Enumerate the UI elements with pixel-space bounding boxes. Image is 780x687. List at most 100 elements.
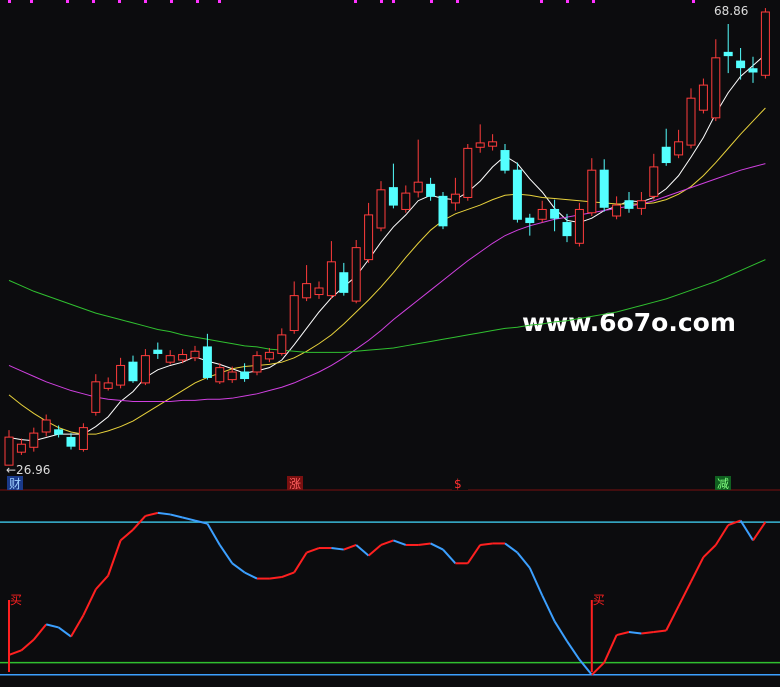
indicator-segment: [727, 519, 741, 527]
watermark: www.6o7o.com: [522, 308, 736, 337]
indicator-segment: [616, 631, 630, 637]
candle-body: [475, 142, 485, 148]
candle-body: [723, 51, 733, 57]
candle-body: [364, 214, 374, 261]
indicator-segment: [206, 523, 221, 546]
candle-body: [748, 68, 758, 73]
marker-box: [287, 476, 303, 490]
candle-body: [500, 150, 510, 171]
marker-label: $: [454, 477, 462, 491]
candle-body: [401, 192, 411, 210]
indicator-segment: [367, 544, 382, 557]
candle-body: [78, 427, 88, 450]
candle-body: [264, 351, 274, 360]
candle-body: [16, 443, 26, 453]
indicator-segment: [528, 567, 544, 596]
candle-body: [698, 84, 708, 111]
indicator-segment: [628, 631, 642, 635]
indicator-segment: [107, 540, 122, 576]
candle-body: [202, 346, 212, 378]
candle-body: [587, 169, 597, 214]
candle-body: [66, 436, 76, 447]
candle-body: [314, 287, 324, 296]
indicator-segment: [343, 544, 357, 551]
indicator-segment: [119, 528, 134, 542]
candle-body: [413, 181, 423, 193]
indicator-segment: [355, 544, 370, 557]
candle-body: [103, 382, 113, 389]
candle-body: [488, 141, 498, 147]
candle-body: [450, 193, 460, 204]
candle-body: [178, 354, 188, 361]
indicator-segment: [58, 626, 72, 638]
indicator-segment: [194, 519, 208, 525]
signal-label: 买: [10, 593, 22, 607]
indicator-segment: [665, 605, 680, 631]
indicator-segment: [82, 588, 97, 616]
indicator-segment: [739, 520, 754, 541]
indicator-segment: [553, 620, 568, 642]
candle-body: [140, 355, 150, 384]
marker-label: 减: [717, 477, 729, 491]
candle-body: [636, 200, 646, 209]
indicator-segment: [45, 623, 59, 629]
candle-body: [711, 57, 721, 119]
indicator-segment: [281, 571, 295, 578]
indicator-segment: [8, 649, 22, 656]
candle-body: [661, 146, 671, 164]
high-label: 68.86: [714, 4, 748, 18]
candle-body: [351, 247, 361, 302]
candle-body: [91, 381, 101, 413]
candle-body: [612, 204, 622, 217]
candle-body: [289, 295, 299, 332]
candle-body: [227, 371, 237, 381]
indicator-segment: [541, 594, 556, 622]
indicator-segment: [442, 548, 457, 564]
candle-body: [128, 361, 138, 382]
indicator-segment: [466, 544, 482, 564]
candle-body: [240, 371, 250, 380]
indicator-segment: [578, 658, 593, 676]
indicator-segment: [430, 542, 444, 551]
indicator-segment: [293, 552, 308, 573]
candle-body: [649, 166, 659, 197]
candle-body: [277, 334, 287, 354]
candle-body: [215, 367, 225, 383]
signal-label: 买: [593, 593, 605, 607]
indicator-segment: [380, 539, 394, 546]
indicator-segment: [269, 576, 282, 580]
candle-body: [116, 364, 126, 386]
candle-body: [54, 429, 64, 435]
indicator-segment: [603, 634, 618, 663]
indicator-segment: [393, 539, 407, 546]
top-dots: [8, 0, 695, 3]
candle-body: [674, 141, 684, 156]
indicator-segment: [132, 515, 147, 531]
candle-body: [686, 97, 696, 146]
candle-body: [376, 189, 386, 229]
candle-body: [41, 419, 51, 433]
candle-body: [550, 208, 560, 219]
marker-box: [452, 476, 468, 490]
indicator-segment: [653, 629, 667, 634]
candle-body: [525, 217, 535, 224]
candle-body: [512, 169, 522, 220]
indicator-segment: [306, 547, 320, 554]
indicator-segment: [641, 631, 654, 635]
indicator-segment: [566, 640, 581, 661]
candle-body: [438, 195, 448, 227]
candle-body: [463, 147, 473, 198]
indicator-segment: [145, 511, 159, 517]
candle-body: [537, 208, 547, 220]
indicator-segment: [504, 542, 518, 554]
low-label: ←26.96: [6, 463, 50, 477]
candle-body: [574, 208, 584, 244]
candle-body: [29, 432, 39, 448]
candle-body: [4, 436, 14, 466]
candle-body: [388, 187, 398, 206]
moving-average: [8, 259, 766, 353]
indicator-segment: [95, 574, 109, 590]
indicator-segment: [331, 547, 344, 551]
candle-body: [165, 355, 175, 363]
